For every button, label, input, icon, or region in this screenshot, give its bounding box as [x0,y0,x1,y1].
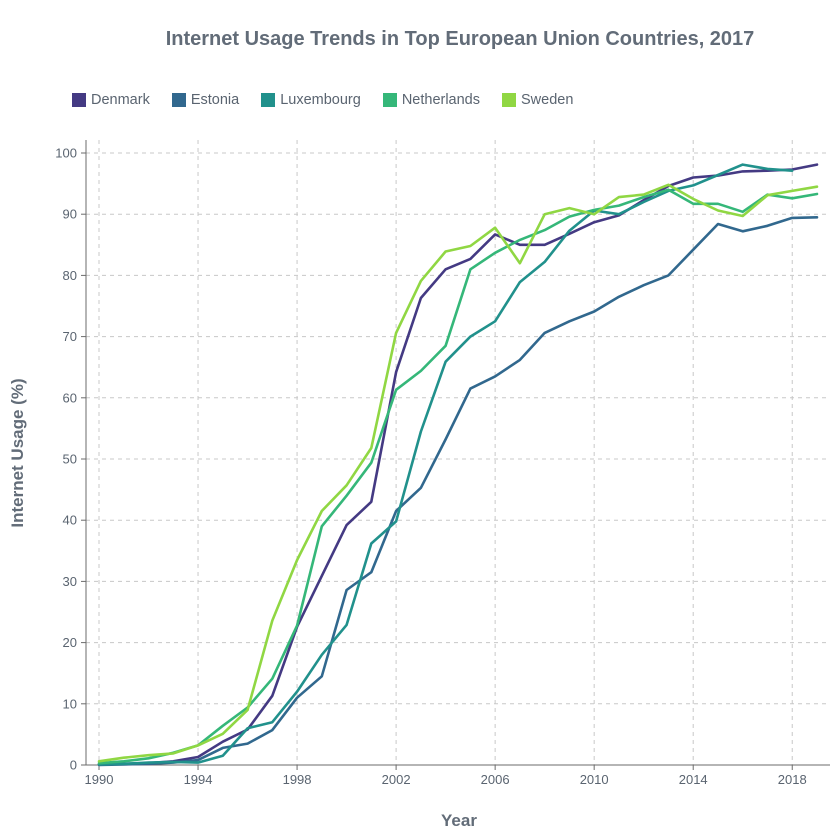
y-tick-label: 20 [63,635,77,650]
x-axis-title: Year [441,811,477,830]
y-tick-label: 30 [63,574,77,589]
legend-item-denmark[interactable]: Denmark [72,92,150,108]
legend-swatch [171,93,186,107]
y-tick-label: 80 [63,268,77,283]
y-tick-label: 60 [63,390,77,405]
series-line-sweden [97,183,819,763]
x-tick-label: 2006 [481,772,510,787]
legend-label: Luxembourg [280,92,361,108]
legend-label: Sweden [521,92,574,108]
y-tick-label: 10 [63,696,77,711]
series-line-estonia [97,216,819,767]
x-tick-label: 1994 [184,772,213,787]
y-axis-title: Internet Usage (%) [8,378,27,527]
y-tick-label: 50 [63,452,77,467]
x-tick-label: 1998 [283,772,312,787]
x-tick-label: 2014 [679,772,708,787]
x-tick-label: 2010 [580,772,609,787]
legend-item-estonia[interactable]: Estonia [171,92,240,108]
y-tick-label: 40 [63,513,77,528]
grid-lines [86,140,830,765]
y-tick-label: 70 [63,329,77,344]
legend: Denmark Estonia Luxembourg Netherlands Swede… [72,92,595,108]
series-line-denmark [97,163,819,766]
series-line-netherlands [97,188,819,765]
y-tick-label: 100 [55,146,77,161]
axes [81,140,830,770]
y-tick-label: 0 [70,758,77,773]
legend-swatch [502,93,516,107]
x-tick-label: 2018 [778,772,807,787]
legend-item-luxembourg[interactable]: Luxembourg [261,92,361,108]
tick-labels: 0 10 20 30 40 50 60 70 80 90 100 1990 1994 1998 2002 20… [55,146,806,788]
legend-label: Netherlands [401,92,480,108]
legend-label: Estonia [190,92,240,108]
y-tick-label: 90 [63,207,77,222]
x-tick-label: 2002 [382,772,411,787]
legend-item-netherlands[interactable]: Netherlands [382,92,480,108]
legend-swatch [382,93,397,107]
series-lines [97,163,819,767]
x-tick-label: 1990 [85,772,114,787]
chart-title: Internet Usage Trends in Top European Un… [165,28,755,50]
legend-swatch [72,93,86,107]
legend-label: Denmark [91,92,150,108]
legend-item-sweden[interactable]: Sweden [502,92,573,108]
legend-swatch [261,93,276,107]
